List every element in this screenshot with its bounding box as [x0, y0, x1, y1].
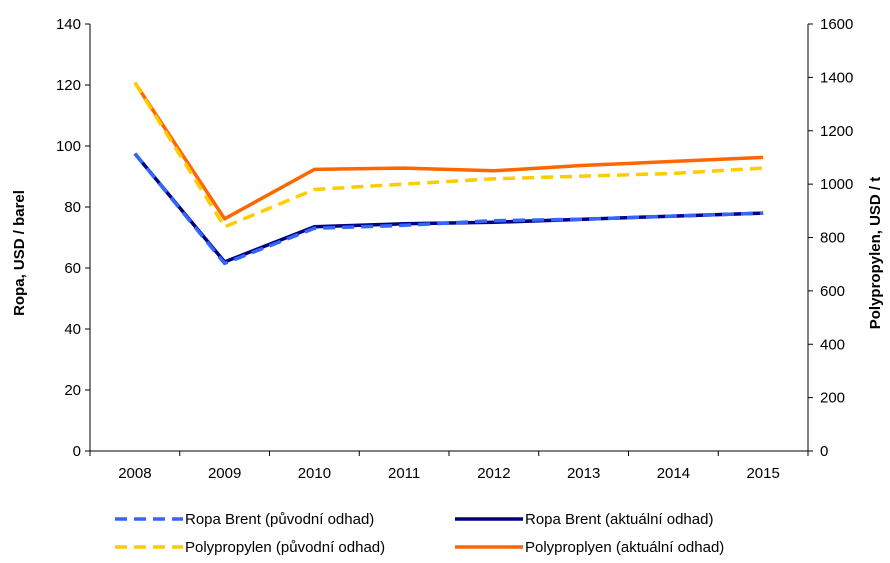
- x-tick-label: 2015: [746, 465, 779, 482]
- y-right-tick-label: 1400: [820, 69, 853, 86]
- y-left-tick-label: 100: [56, 138, 81, 155]
- series-line-4: [133, 81, 764, 221]
- y-right-tick-label: 1200: [820, 123, 853, 140]
- legend-item-4: Polyproplyen (aktuální odhad): [455, 539, 724, 556]
- y-left-tick-label: 120: [56, 77, 81, 94]
- y-left-tick-label: 40: [64, 321, 81, 338]
- y-right-axis-title: Polypropylen, USD / t: [867, 177, 884, 330]
- series-line-3: [133, 81, 764, 229]
- y-left-tick-label: 0: [73, 443, 81, 460]
- y-right-tick-label: 200: [820, 390, 845, 407]
- x-tick-label: 2009: [208, 465, 241, 482]
- y-right-tick-label: 0: [820, 443, 828, 460]
- legend-label: Polyproplyen (aktuální odhad): [525, 539, 724, 556]
- legend-label: Ropa Brent (aktuální odhad): [525, 511, 713, 528]
- y-right-tick-label: 600: [820, 283, 845, 300]
- y-right-tick-label: 400: [820, 336, 845, 353]
- x-tick-label: 2013: [567, 465, 600, 482]
- y-right-tick-label: 1000: [820, 176, 853, 193]
- x-tick-label: 2010: [298, 465, 331, 482]
- y-left-tick-label: 80: [64, 199, 81, 216]
- legend-item-2: Ropa Brent (aktuální odhad): [455, 511, 713, 528]
- y-left-axis-title: Ropa, USD / barel: [11, 190, 28, 316]
- x-tick-label: 2008: [118, 465, 151, 482]
- y-left-tick-label: 140: [56, 16, 81, 33]
- y-left-tick-label: 20: [64, 382, 81, 399]
- y-left-tick-label: 60: [64, 260, 81, 277]
- legend-label: Polypropylen (původní odhad): [185, 539, 385, 556]
- legend-item-1: Ropa Brent (původní odhad): [115, 511, 374, 528]
- x-tick-label: 2012: [477, 465, 510, 482]
- y-right-tick-label: 1600: [820, 16, 853, 33]
- legend: Ropa Brent (původní odhad) Ropa Brent (ak…: [115, 511, 724, 556]
- axes: 0204060801001201400200400600800100012001…: [56, 16, 853, 482]
- series-layer: [133, 81, 764, 266]
- y-right-tick-label: 800: [820, 230, 845, 247]
- x-tick-label: 2011: [388, 465, 420, 482]
- series-line-1: [133, 152, 764, 266]
- x-tick-label: 2014: [657, 465, 690, 482]
- legend-label: Ropa Brent (původní odhad): [185, 511, 374, 528]
- legend-item-3: Polypropylen (původní odhad): [115, 539, 385, 556]
